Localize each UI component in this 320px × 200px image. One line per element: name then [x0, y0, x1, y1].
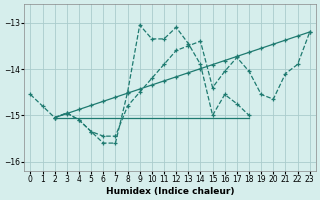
X-axis label: Humidex (Indice chaleur): Humidex (Indice chaleur)	[106, 187, 234, 196]
